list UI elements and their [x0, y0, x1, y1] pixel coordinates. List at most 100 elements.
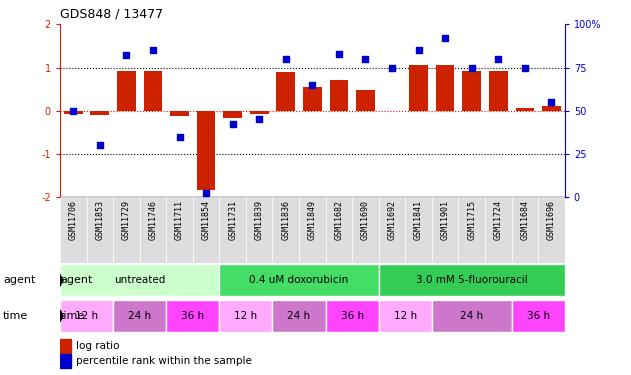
Bar — [60, 354, 71, 368]
Bar — [432, 300, 512, 332]
Point — [520, 64, 530, 70]
Point — [387, 64, 397, 70]
Text: GSM11854: GSM11854 — [201, 200, 211, 240]
Text: GSM11684: GSM11684 — [521, 200, 529, 240]
Text: GSM11690: GSM11690 — [361, 200, 370, 240]
Text: GSM11731: GSM11731 — [228, 200, 237, 240]
Point — [95, 142, 105, 148]
Text: agent: agent — [60, 275, 93, 285]
Bar — [166, 300, 220, 332]
Text: 0.4 uM doxorubicin: 0.4 uM doxorubicin — [249, 275, 349, 285]
Text: untreated: untreated — [114, 275, 165, 285]
Bar — [273, 300, 326, 332]
Text: percentile rank within the sample: percentile rank within the sample — [76, 356, 252, 366]
Point — [281, 56, 291, 62]
Text: 12 h: 12 h — [75, 311, 98, 321]
Bar — [193, 197, 220, 262]
Bar — [60, 197, 86, 262]
Text: 12 h: 12 h — [394, 311, 417, 321]
Text: time: time — [60, 311, 85, 321]
Text: GSM11841: GSM11841 — [414, 200, 423, 240]
Text: 12 h: 12 h — [234, 311, 257, 321]
Bar — [329, 80, 348, 111]
Bar — [459, 197, 485, 262]
Text: GSM11839: GSM11839 — [255, 200, 264, 240]
Bar — [436, 65, 454, 111]
Bar — [463, 70, 481, 111]
Bar — [379, 300, 432, 332]
Text: GSM11729: GSM11729 — [122, 200, 131, 240]
Text: GSM11696: GSM11696 — [547, 200, 556, 240]
Bar — [197, 111, 215, 190]
Bar — [250, 111, 269, 114]
Text: agent: agent — [3, 275, 35, 285]
Text: 24 h: 24 h — [460, 311, 483, 321]
Bar — [60, 300, 113, 332]
Bar — [303, 87, 322, 111]
Bar — [220, 197, 246, 262]
Point — [228, 122, 238, 128]
Point — [360, 56, 370, 62]
Bar — [379, 197, 405, 262]
Bar — [64, 111, 83, 114]
Bar — [326, 197, 352, 262]
Bar — [299, 197, 326, 262]
Point — [493, 56, 504, 62]
Text: GSM11711: GSM11711 — [175, 200, 184, 240]
Bar — [86, 197, 113, 262]
Bar — [60, 264, 220, 296]
Bar — [139, 197, 166, 262]
Text: GSM11706: GSM11706 — [69, 200, 78, 240]
Point — [254, 116, 264, 122]
Point — [174, 134, 184, 140]
Point — [121, 53, 131, 58]
Bar — [170, 111, 189, 116]
Text: log ratio: log ratio — [76, 341, 120, 351]
Text: GSM11682: GSM11682 — [334, 200, 343, 240]
Bar — [432, 197, 459, 262]
Polygon shape — [60, 273, 64, 287]
Point — [68, 108, 78, 114]
Bar — [144, 70, 162, 111]
Point — [467, 64, 477, 70]
Bar — [90, 111, 109, 115]
Text: 24 h: 24 h — [288, 311, 310, 321]
Bar — [223, 111, 242, 118]
Text: 36 h: 36 h — [341, 311, 363, 321]
Point — [334, 51, 344, 57]
Text: GSM11901: GSM11901 — [440, 200, 450, 240]
Bar — [405, 197, 432, 262]
Text: GSM11853: GSM11853 — [95, 200, 104, 240]
Bar — [60, 339, 71, 352]
Point — [201, 190, 211, 196]
Bar — [356, 90, 375, 111]
Bar — [485, 197, 512, 262]
Bar — [113, 197, 139, 262]
Bar — [113, 300, 166, 332]
Text: GSM11724: GSM11724 — [494, 200, 503, 240]
Bar — [489, 70, 507, 111]
Bar — [246, 197, 273, 262]
Bar — [542, 106, 561, 111]
Text: time: time — [3, 311, 28, 321]
Bar — [512, 300, 565, 332]
Point — [307, 82, 317, 88]
Bar — [166, 197, 193, 262]
Bar — [352, 197, 379, 262]
Text: GSM11746: GSM11746 — [148, 200, 157, 240]
Text: GSM11692: GSM11692 — [387, 200, 396, 240]
Bar — [326, 300, 379, 332]
Bar — [512, 197, 538, 262]
Bar — [379, 264, 565, 296]
Text: GSM11849: GSM11849 — [308, 200, 317, 240]
Bar — [410, 65, 428, 111]
Text: 36 h: 36 h — [181, 311, 204, 321]
Bar — [276, 72, 295, 111]
Point — [440, 35, 451, 41]
Bar — [516, 108, 534, 111]
Bar — [273, 197, 299, 262]
Bar — [538, 197, 565, 262]
Text: 36 h: 36 h — [527, 311, 550, 321]
Text: GDS848 / 13477: GDS848 / 13477 — [60, 8, 163, 21]
Text: 3.0 mM 5-fluorouracil: 3.0 mM 5-fluorouracil — [416, 275, 528, 285]
